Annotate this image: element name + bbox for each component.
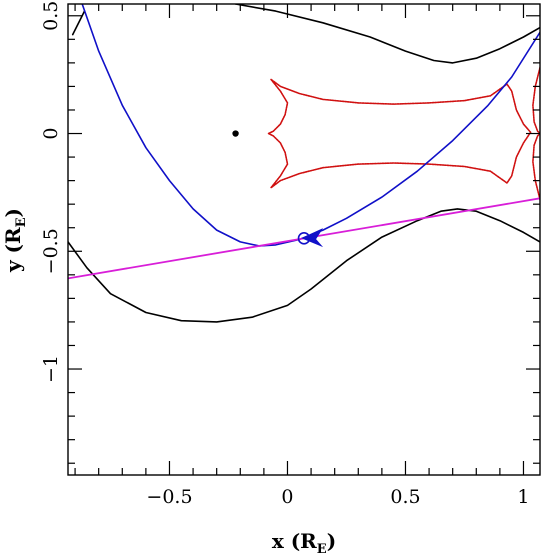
y-tick-label: −1 xyxy=(40,355,62,383)
x-tick-label: 0 xyxy=(281,486,293,508)
y-tick-label: 0 xyxy=(40,127,62,139)
series-caustic-right-lower xyxy=(532,132,540,201)
lens-position-marker xyxy=(232,130,239,137)
series-caustic-right xyxy=(532,66,540,135)
x-tick-label: 1 xyxy=(517,486,529,508)
series-critical-curve-upper-right xyxy=(234,4,540,64)
plot-frame xyxy=(67,3,541,476)
y-axis-title: y (RE) xyxy=(1,208,29,273)
trajectory-direction-arrow xyxy=(301,228,324,248)
x-axis-title: x (RE) xyxy=(272,529,336,556)
series-lens-trajectory xyxy=(81,4,540,247)
series-layer xyxy=(68,4,540,323)
tick-layer xyxy=(68,4,540,475)
y-tick-label: −0.5 xyxy=(40,228,62,274)
x-tick-label: 0.5 xyxy=(390,486,420,508)
tick-label-layer: −0.5 0 0.5 1 −1 −0.5 0 0.5 xyxy=(40,1,530,508)
series-critical-curve-upper xyxy=(71,10,86,36)
marker-layer xyxy=(232,130,324,248)
series-critical-curve-lower xyxy=(68,208,540,323)
y-tick-label: 0.5 xyxy=(40,1,62,31)
series-caustic xyxy=(267,78,532,189)
x-tick-label: −0.5 xyxy=(146,486,192,508)
